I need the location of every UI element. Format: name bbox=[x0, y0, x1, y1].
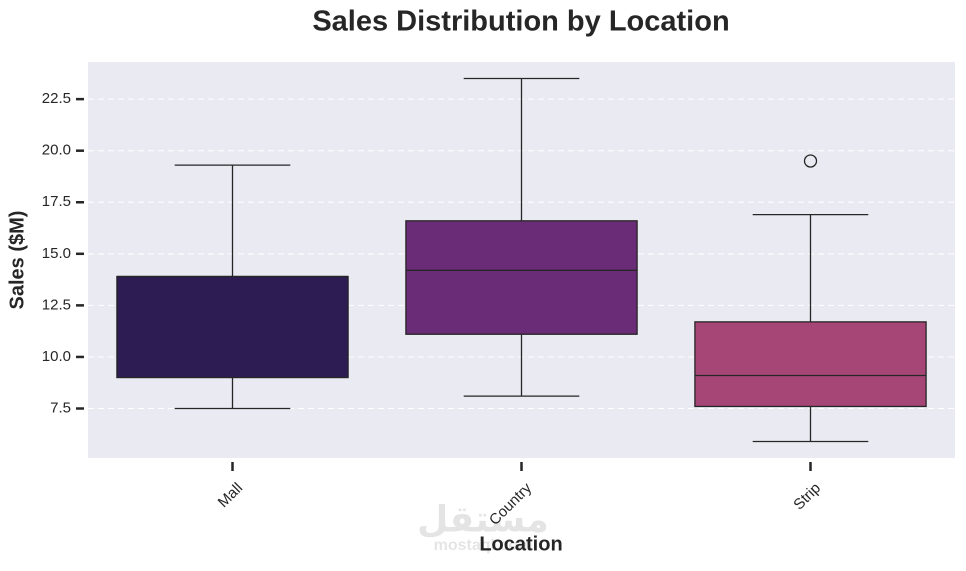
outlier bbox=[803, 154, 818, 168]
y-tick-label: 7.5 bbox=[50, 399, 71, 416]
y-tick-label: 22.5 bbox=[42, 90, 71, 107]
box bbox=[405, 220, 638, 335]
watermark: mostaql.com bbox=[434, 537, 533, 554]
y-tick-label: 12.5 bbox=[42, 296, 71, 313]
x-tick-label: Strip bbox=[790, 480, 824, 514]
x-axis-label: Location bbox=[479, 533, 562, 555]
y-tick-label: 17.5 bbox=[42, 193, 71, 210]
watermark: مستقل bbox=[417, 499, 549, 540]
y-axis-label: Sales ($M) bbox=[6, 211, 28, 310]
x-tick-label: Mall bbox=[215, 480, 246, 511]
y-tick-label: 20.0 bbox=[42, 142, 71, 159]
chart-title: Sales Distribution by Location bbox=[312, 6, 729, 38]
y-tick-label: 10.0 bbox=[42, 348, 71, 365]
box bbox=[694, 321, 927, 408]
y-tick-label: 15.0 bbox=[42, 245, 71, 262]
box bbox=[116, 275, 349, 379]
